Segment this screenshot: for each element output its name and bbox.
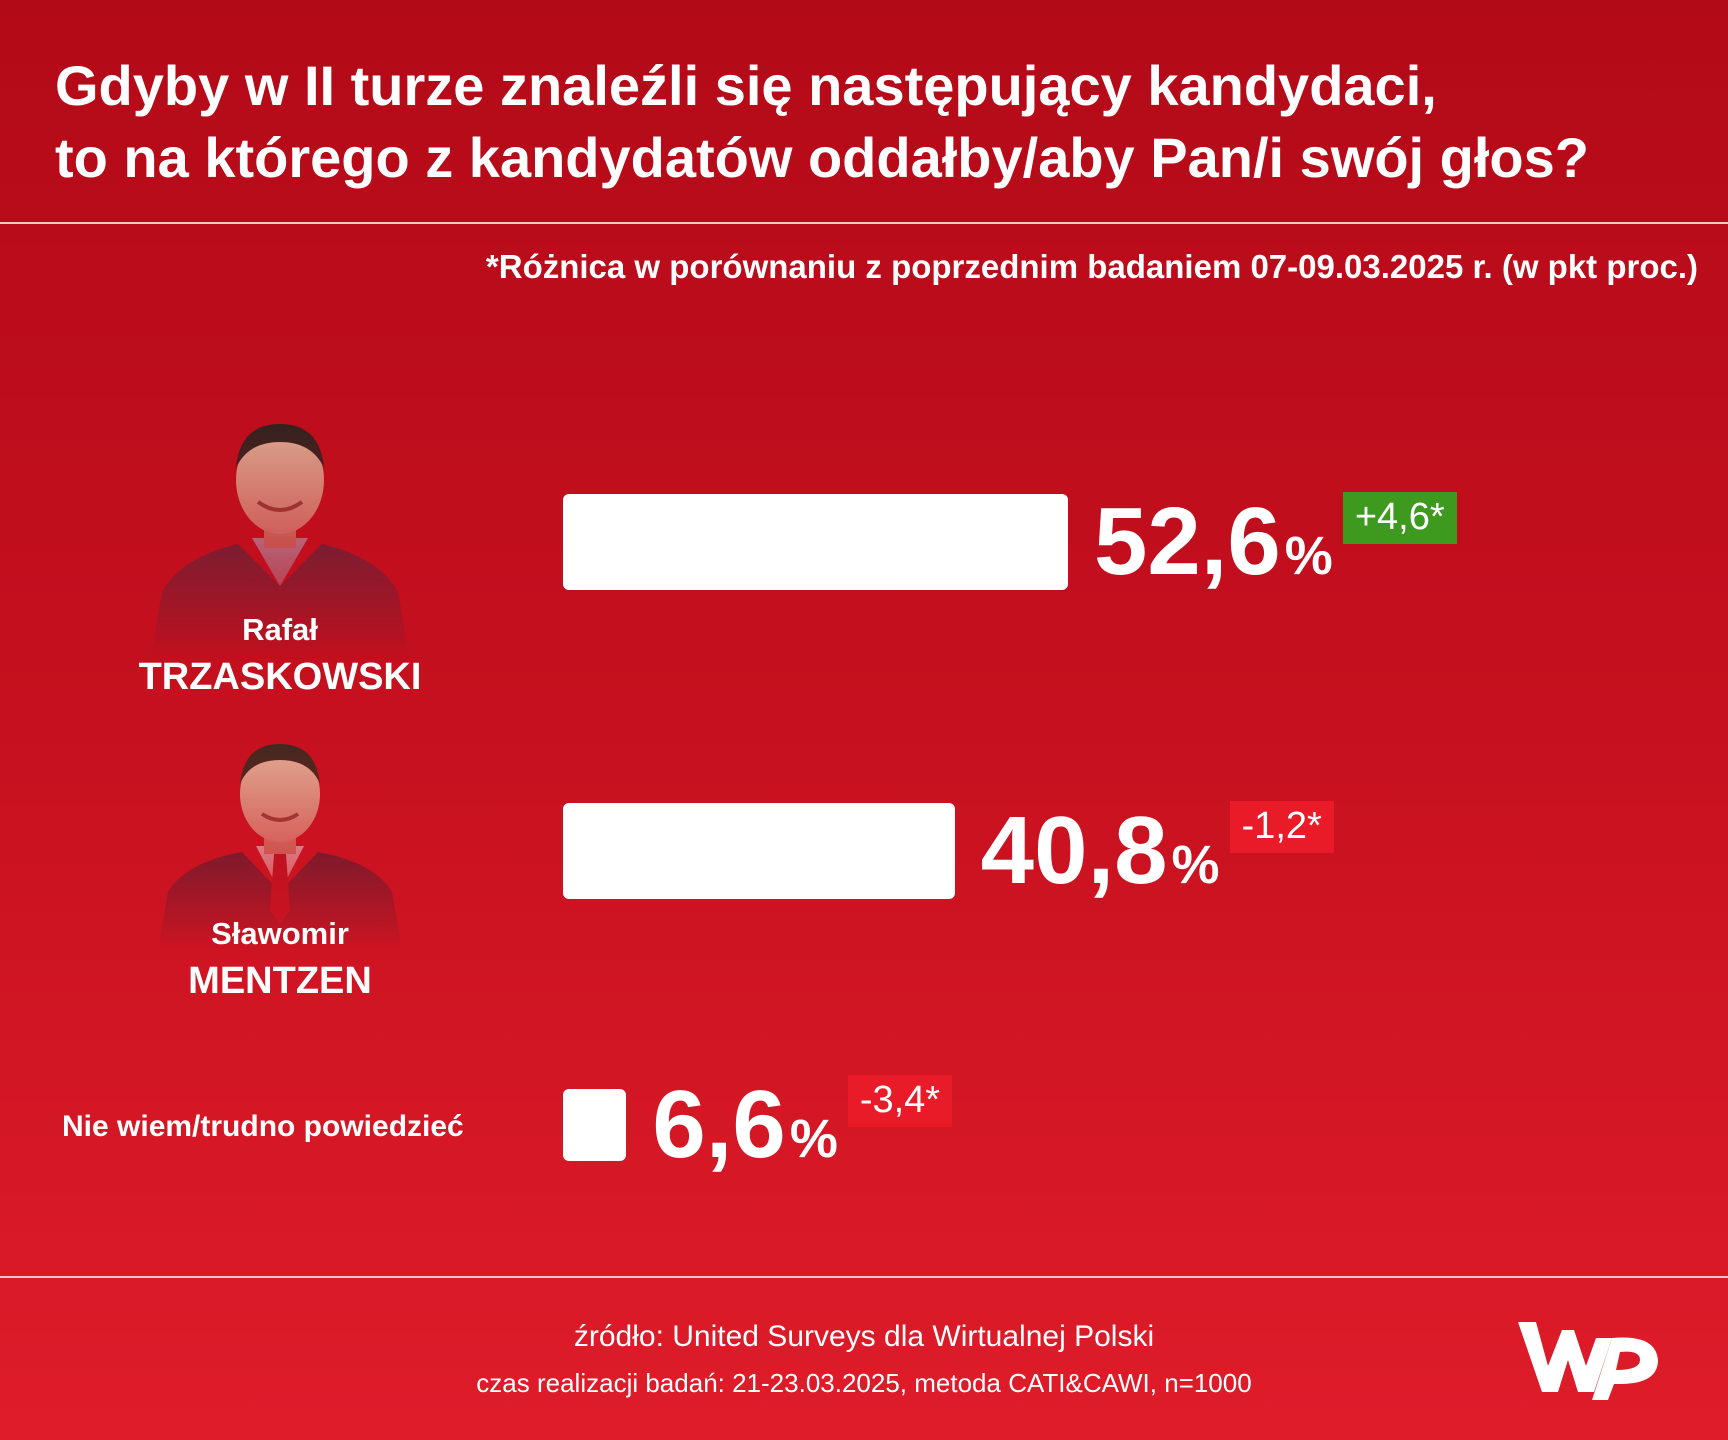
value-label-trzaskowski: 52,6% bbox=[1094, 494, 1333, 590]
candidate-2-last-name: MENTZEN bbox=[188, 960, 372, 1002]
delta-badge-mentzen: -1,2* bbox=[1229, 801, 1334, 853]
candidate-1-last-name: TRZASKOWSKI bbox=[138, 656, 422, 698]
trzaskowski-portrait bbox=[150, 424, 410, 660]
value-label-mentzen: 40,8% bbox=[981, 803, 1220, 899]
value-unit: % bbox=[1171, 835, 1220, 895]
title-line-1: Gdyby w II turze znaleźli się następując… bbox=[55, 54, 1437, 117]
value-number: 6,6 bbox=[652, 1071, 786, 1178]
bar-undecided bbox=[563, 1089, 627, 1161]
chart-title: Gdyby w II turze znaleźli się następując… bbox=[55, 50, 1695, 194]
value-unit: % bbox=[1284, 526, 1333, 586]
value-label-undecided: 6,6% bbox=[652, 1077, 837, 1173]
value-number: 40,8 bbox=[980, 797, 1168, 904]
delta-badge-trzaskowski: +4,6* bbox=[1342, 492, 1457, 544]
title-line-2: to na którego z kandydatów oddałby/aby P… bbox=[55, 126, 1589, 189]
footnote: *Różnica w porównaniu z poprzednim badan… bbox=[485, 248, 1698, 285]
wp-logo-icon bbox=[1518, 1322, 1658, 1400]
bar-mentzen bbox=[563, 803, 955, 899]
methodology-line: czas realizacji badań: 21-23.03.2025, me… bbox=[476, 1368, 1252, 1398]
top-divider bbox=[0, 222, 1728, 224]
candidate-2-first-name: Sławomir bbox=[211, 916, 349, 951]
value-number: 52,6 bbox=[1093, 488, 1281, 595]
source-line: źródło: United Surveys dla Wirtualnej Po… bbox=[573, 1320, 1155, 1353]
bottom-divider bbox=[0, 1276, 1728, 1278]
delta-badge-undecided: -3,4* bbox=[847, 1075, 953, 1127]
mentzen-portrait bbox=[158, 744, 402, 950]
value-unit: % bbox=[789, 1109, 838, 1169]
category-other-label: Nie wiem/trudno powiedzieć bbox=[62, 1110, 464, 1143]
bar-trzaskowski bbox=[563, 494, 1068, 590]
candidate-1-first-name: Rafał bbox=[242, 612, 318, 647]
